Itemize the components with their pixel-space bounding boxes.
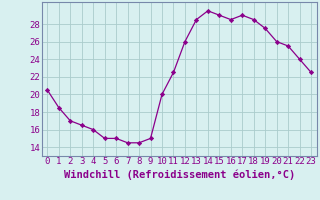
X-axis label: Windchill (Refroidissement éolien,°C): Windchill (Refroidissement éolien,°C) <box>64 169 295 180</box>
